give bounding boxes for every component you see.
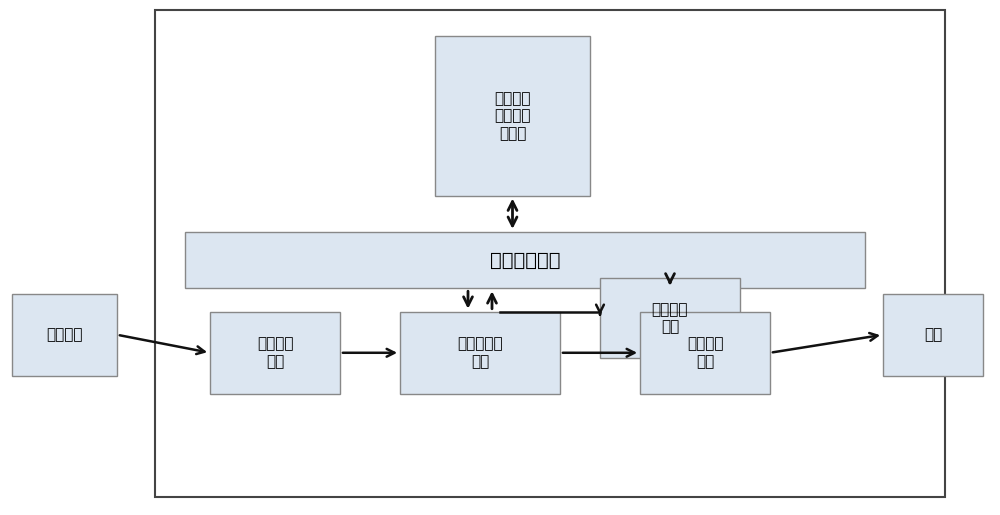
- Bar: [435, 36, 590, 196]
- Bar: [210, 312, 340, 394]
- Text: 中央控制单元: 中央控制单元: [490, 251, 560, 269]
- Text: 程控电源: 程控电源: [46, 327, 83, 342]
- Bar: [155, 10, 945, 497]
- Text: 数据存储
与人机交
互单元: 数据存储 与人机交 互单元: [494, 91, 531, 141]
- Bar: [883, 294, 983, 376]
- Text: 继电器控制
单元: 继电器控制 单元: [457, 337, 503, 369]
- Text: 信号连接
单元: 信号连接 单元: [687, 337, 723, 369]
- Text: 负载: 负载: [924, 327, 942, 342]
- Text: 状态检测
单元: 状态检测 单元: [652, 302, 688, 334]
- Bar: [400, 312, 560, 394]
- Text: 信号连接
单元: 信号连接 单元: [257, 337, 293, 369]
- Bar: [185, 232, 865, 288]
- Bar: [600, 278, 740, 358]
- Bar: [12, 294, 117, 376]
- Bar: [640, 312, 770, 394]
